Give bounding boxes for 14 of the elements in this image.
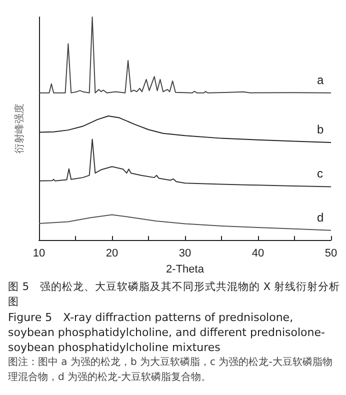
series-label: d [317,210,324,224]
x-tick-label: 40 [252,248,264,260]
x-axis-title: 2-Theta [166,264,205,276]
text: Figure 5 X-ray diffraction patterns of prednisolone, soybean phosphatidylcholine, and different prednisolone-soybean phosphatidylcholine mixtures [8,310,326,355]
text: 图注：图中 a 为强的松龙，b 为大豆软磷脂，c 为强的松龙-大豆软磷脂物理混合物，d 为强的松龙-大豆软磷脂复合物。 [8,356,334,385]
x-tick-label: 20 [106,248,118,260]
x-tick-label: 50 [324,248,338,260]
y-axis-title: 衍射峰强度 [14,104,26,154]
x-tick-label: 30 [178,248,192,260]
series-label: c [317,166,323,181]
text: 图 5 强的松龙、大豆软磷脂及其不同形式共混物的 X 射线衍射分析图 [8,280,340,310]
x-tick-label: 10 [32,248,46,260]
series-label: a [317,72,324,87]
series-label: b [317,122,324,137]
